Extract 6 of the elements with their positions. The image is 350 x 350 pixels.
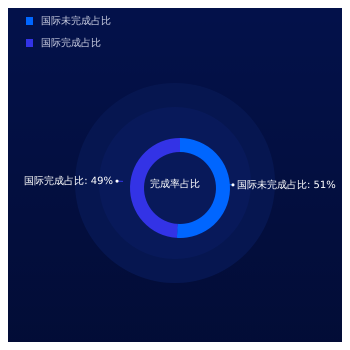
donut-slice (130, 138, 180, 238)
legend-label: 国际完成占比 (41, 36, 101, 50)
text: 完成率占比 (150, 178, 200, 190)
data-label: 国际未完成占比: 51% (236, 178, 336, 191)
data-label: 国际完成占比: 49% (24, 175, 114, 188)
legend-label: 国际未完成占比 (41, 14, 111, 28)
